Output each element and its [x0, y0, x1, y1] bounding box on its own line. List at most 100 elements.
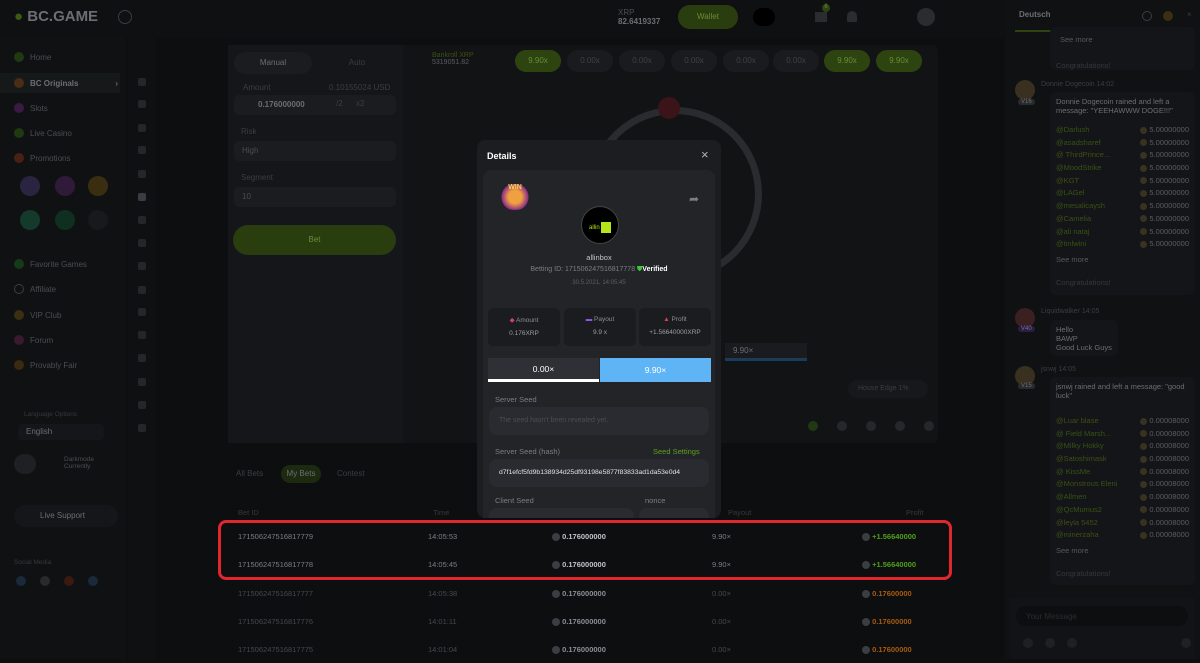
server-seed-hash-field[interactable]: d7f1efcf5fd9b138934d25df93198e5877f83833… — [489, 459, 709, 487]
recipient-name[interactable]: @QcMumus2 — [1056, 504, 1102, 514]
recipient-name[interactable]: @asadsharef — [1056, 137, 1101, 147]
recipient-name[interactable]: @Allmen — [1056, 492, 1087, 502]
bell-icon[interactable] — [847, 11, 857, 22]
tab-manual[interactable]: Manual — [234, 52, 312, 74]
seed-settings-link[interactable]: Seed Settings — [653, 447, 700, 456]
language-select[interactable]: English — [18, 424, 104, 440]
half-button[interactable]: /2 — [336, 99, 343, 108]
sidebar-item-slots[interactable]: Slots — [14, 103, 48, 113]
sidebar-item-promotions[interactable]: Promotions — [14, 153, 70, 163]
moon-icon[interactable] — [14, 454, 36, 474]
piggy-bank-icon[interactable] — [88, 176, 108, 196]
category-icon[interactable] — [138, 424, 146, 432]
close-chat-icon[interactable]: × — [1187, 10, 1192, 19]
hotkeys-icon[interactable] — [837, 421, 847, 431]
sidebar-item-live-casino[interactable]: Live Casino — [14, 128, 72, 138]
info-icon[interactable] — [1142, 11, 1152, 21]
table-row[interactable]: 171506247516817777 14:05:38 0.176000000 … — [218, 579, 952, 607]
see-more-link[interactable]: See more — [1056, 254, 1089, 264]
recipient-name[interactable]: @ ThirdPrince... — [1056, 150, 1111, 160]
chat-language-tab[interactable]: Deutsch — [1019, 10, 1051, 19]
sidebar-item-vip-club[interactable]: VIP Club — [14, 310, 61, 320]
tab-all-bets[interactable]: All Bets — [236, 469, 264, 478]
category-icon[interactable] — [138, 286, 146, 294]
coins-icon[interactable] — [88, 210, 108, 230]
recipient-name[interactable]: @Darlush — [1056, 125, 1090, 134]
help-icon[interactable] — [924, 421, 934, 431]
lucky-wheel-icon[interactable] — [55, 176, 75, 196]
category-icon[interactable] — [138, 354, 146, 362]
recipient-name[interactable]: @Luar blase — [1056, 416, 1099, 425]
recipient-name[interactable]: @Monstrous Eleni — [1056, 479, 1118, 489]
recipient-name[interactable]: @Satoshimask — [1056, 454, 1107, 464]
category-icon[interactable] — [138, 262, 146, 270]
nonce-field[interactable] — [639, 508, 709, 518]
tab-contest[interactable]: Contest — [337, 469, 365, 478]
darkmode-toggle[interactable]: Darkmode Currently — [64, 456, 94, 470]
trophy-icon[interactable] — [1163, 11, 1173, 21]
category-icon[interactable] — [138, 124, 146, 132]
table-row[interactable]: 171506247516817776 14:01:11 0.176000000 … — [218, 607, 952, 635]
keyboard-icon[interactable] — [1181, 638, 1191, 648]
recipient-name[interactable]: @ali nataj — [1056, 226, 1090, 236]
stats-icon[interactable] — [866, 421, 876, 431]
rocket-icon[interactable] — [20, 210, 40, 230]
category-icon[interactable] — [138, 401, 146, 409]
amount-input[interactable]: 0.176000000 — [234, 95, 396, 115]
table-row[interactable]: 171506247516817779 14:05:53 0.176000000 … — [218, 522, 952, 550]
inbox-icon[interactable] — [815, 12, 827, 22]
rain-icon[interactable] — [1067, 638, 1077, 648]
recipient-name[interactable]: @MoodStrike — [1056, 163, 1102, 173]
sidebar-item-provably-fair[interactable]: Provably Fair — [14, 360, 77, 370]
chat-input[interactable]: Your Message — [1016, 606, 1188, 626]
emoji-icon[interactable] — [1023, 638, 1033, 648]
recipient-name[interactable]: @KGT — [1056, 175, 1080, 185]
recipient-name[interactable]: @Milky Hokky — [1056, 441, 1104, 451]
segment-select[interactable]: 10 — [234, 187, 396, 207]
chart-icon[interactable] — [895, 421, 905, 431]
client-seed-field[interactable] — [489, 508, 634, 518]
share-icon[interactable]: ➦ — [689, 192, 700, 206]
medium-icon[interactable] — [40, 576, 50, 586]
category-icon[interactable] — [138, 378, 146, 386]
recipient-name[interactable]: @ KissMe — [1056, 466, 1091, 476]
recipient-name[interactable]: @mesalicaysh — [1056, 201, 1105, 211]
avatar[interactable] — [1015, 366, 1035, 386]
sound-icon[interactable] — [808, 421, 818, 431]
sidebar-item-bc-originals[interactable]: BC Originals › — [0, 73, 120, 93]
sidebar-item-favorite-games[interactable]: Favorite Games — [14, 259, 87, 269]
see-more-link[interactable]: See more — [1060, 35, 1093, 44]
recipient-name[interactable]: @leyla 5452 — [1056, 517, 1098, 527]
live-support-button[interactable]: Live Support — [14, 505, 118, 527]
gif-icon[interactable] — [1045, 638, 1055, 648]
close-icon[interactable]: × — [701, 147, 709, 162]
avatar[interactable] — [1015, 308, 1035, 328]
github-icon[interactable] — [64, 576, 74, 586]
wheel-game-icon[interactable] — [138, 193, 146, 201]
menu-icon[interactable] — [118, 10, 132, 24]
category-icon[interactable] — [138, 100, 146, 108]
category-icon[interactable] — [138, 308, 146, 316]
category-icon[interactable] — [138, 78, 146, 86]
recipient-name[interactable]: @Camelia — [1056, 213, 1092, 223]
see-more-link[interactable]: See more — [1056, 545, 1089, 555]
spin-wheel-icon[interactable] — [20, 176, 40, 196]
avatar[interactable] — [753, 8, 775, 26]
chat-toggle-icon[interactable] — [917, 8, 935, 26]
table-row[interactable]: 171506247516817775 14:01:04 0.176000000 … — [218, 635, 952, 663]
sidebar-item-affiliate[interactable]: Affiliate — [14, 284, 56, 294]
wallet-button[interactable]: Wallet — [678, 5, 738, 29]
tab-auto[interactable]: Auto — [348, 58, 366, 67]
recipient-name[interactable]: @ Field Marsh... — [1056, 428, 1112, 438]
server-seed-field[interactable]: The seed hasn't been revealed yet. — [489, 407, 709, 435]
risk-select[interactable]: High — [234, 141, 396, 161]
table-row[interactable]: 171506247516817778 14:05:45 0.176000000 … — [218, 550, 952, 578]
recipient-name[interactable]: @tinlwini — [1056, 239, 1087, 249]
category-icon[interactable] — [138, 170, 146, 178]
brand-logo[interactable]: ● BC.GAME — [14, 8, 99, 25]
category-icon[interactable] — [138, 216, 146, 224]
recipient-name[interactable]: @LAGel — [1056, 188, 1085, 198]
tab-my-bets[interactable]: My Bets — [281, 465, 321, 483]
category-icon[interactable] — [138, 146, 146, 154]
sidebar-item-home[interactable]: Home — [14, 52, 51, 62]
